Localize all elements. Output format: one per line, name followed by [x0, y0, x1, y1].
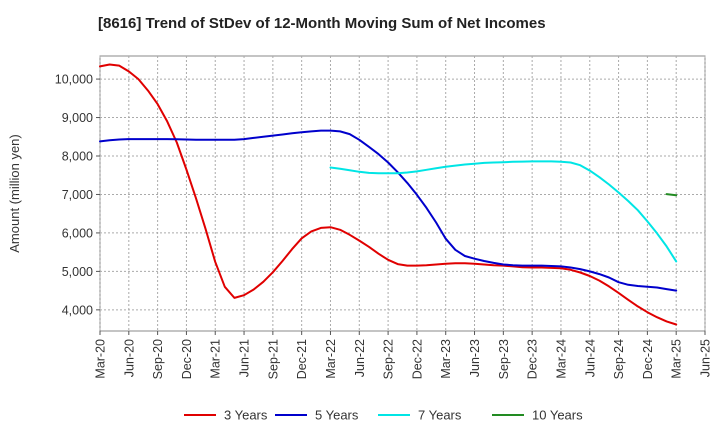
- series-line-10-years: [665, 193, 678, 197]
- y-tick-label: 10,000: [55, 73, 93, 87]
- x-tick-label: Sep-20: [151, 339, 165, 379]
- x-tick-label: Dec-20: [180, 339, 194, 379]
- legend: 3 Years 5 Years 7 Years 10 Years: [184, 408, 583, 423]
- x-tick-label: Mar-23: [439, 339, 453, 379]
- x-tick-label: Sep-23: [497, 339, 511, 379]
- x-tick-label: Jun-21: [238, 339, 252, 377]
- series-line-7-years: [329, 160, 678, 263]
- x-tick-label: Sep-21: [266, 339, 280, 379]
- y-tick-label: 8,000: [62, 150, 93, 164]
- x-tick-label: Jun-23: [468, 339, 482, 377]
- legend-label: 5 Years: [315, 408, 359, 423]
- y-tick-label: 5,000: [62, 265, 93, 279]
- x-tick-label: Mar-25: [670, 339, 684, 379]
- legend-label: 10 Years: [532, 408, 583, 423]
- x-tick-label: Jun-20: [122, 339, 136, 377]
- y-tick-label: 9,000: [62, 111, 93, 125]
- legend-label: 7 Years: [418, 408, 462, 423]
- x-tick-label: Dec-21: [295, 339, 309, 379]
- series-lines: [99, 63, 678, 326]
- y-tick-label: 4,000: [62, 303, 93, 317]
- y-tick-label: 6,000: [62, 226, 93, 240]
- x-tick-label: Mar-22: [324, 339, 338, 379]
- y-axis-label: Amount (million yen): [7, 134, 22, 253]
- x-tick-label: Jun-22: [353, 339, 367, 377]
- axes: 4,000 5,000 6,000 7,000 8,000 9,000 10,000 Mar-…: [7, 73, 713, 380]
- x-tick-label: Mar-21: [209, 339, 223, 379]
- x-tick-label: Mar-24: [554, 339, 568, 379]
- chart-title: [8616] Trend of StDev of 12-Month Moving…: [98, 15, 546, 32]
- x-tick-label: Sep-22: [382, 339, 396, 379]
- legend-label: 3 Years: [224, 408, 268, 423]
- x-tick-label: Dec-22: [410, 339, 424, 379]
- x-tick-label: Sep-24: [612, 339, 626, 379]
- series-line-5-years: [99, 129, 678, 292]
- series-line-3-years: [99, 63, 678, 326]
- y-tick-label: 7,000: [62, 188, 93, 202]
- x-tick-label: Dec-24: [641, 339, 655, 379]
- x-tick-label: Jun-24: [583, 339, 597, 377]
- x-tick-label: Jun-25: [699, 339, 713, 377]
- x-tick-label: Dec-23: [526, 339, 540, 379]
- x-tick-label: Mar-20: [94, 339, 108, 379]
- grid-lines: [99, 55, 706, 332]
